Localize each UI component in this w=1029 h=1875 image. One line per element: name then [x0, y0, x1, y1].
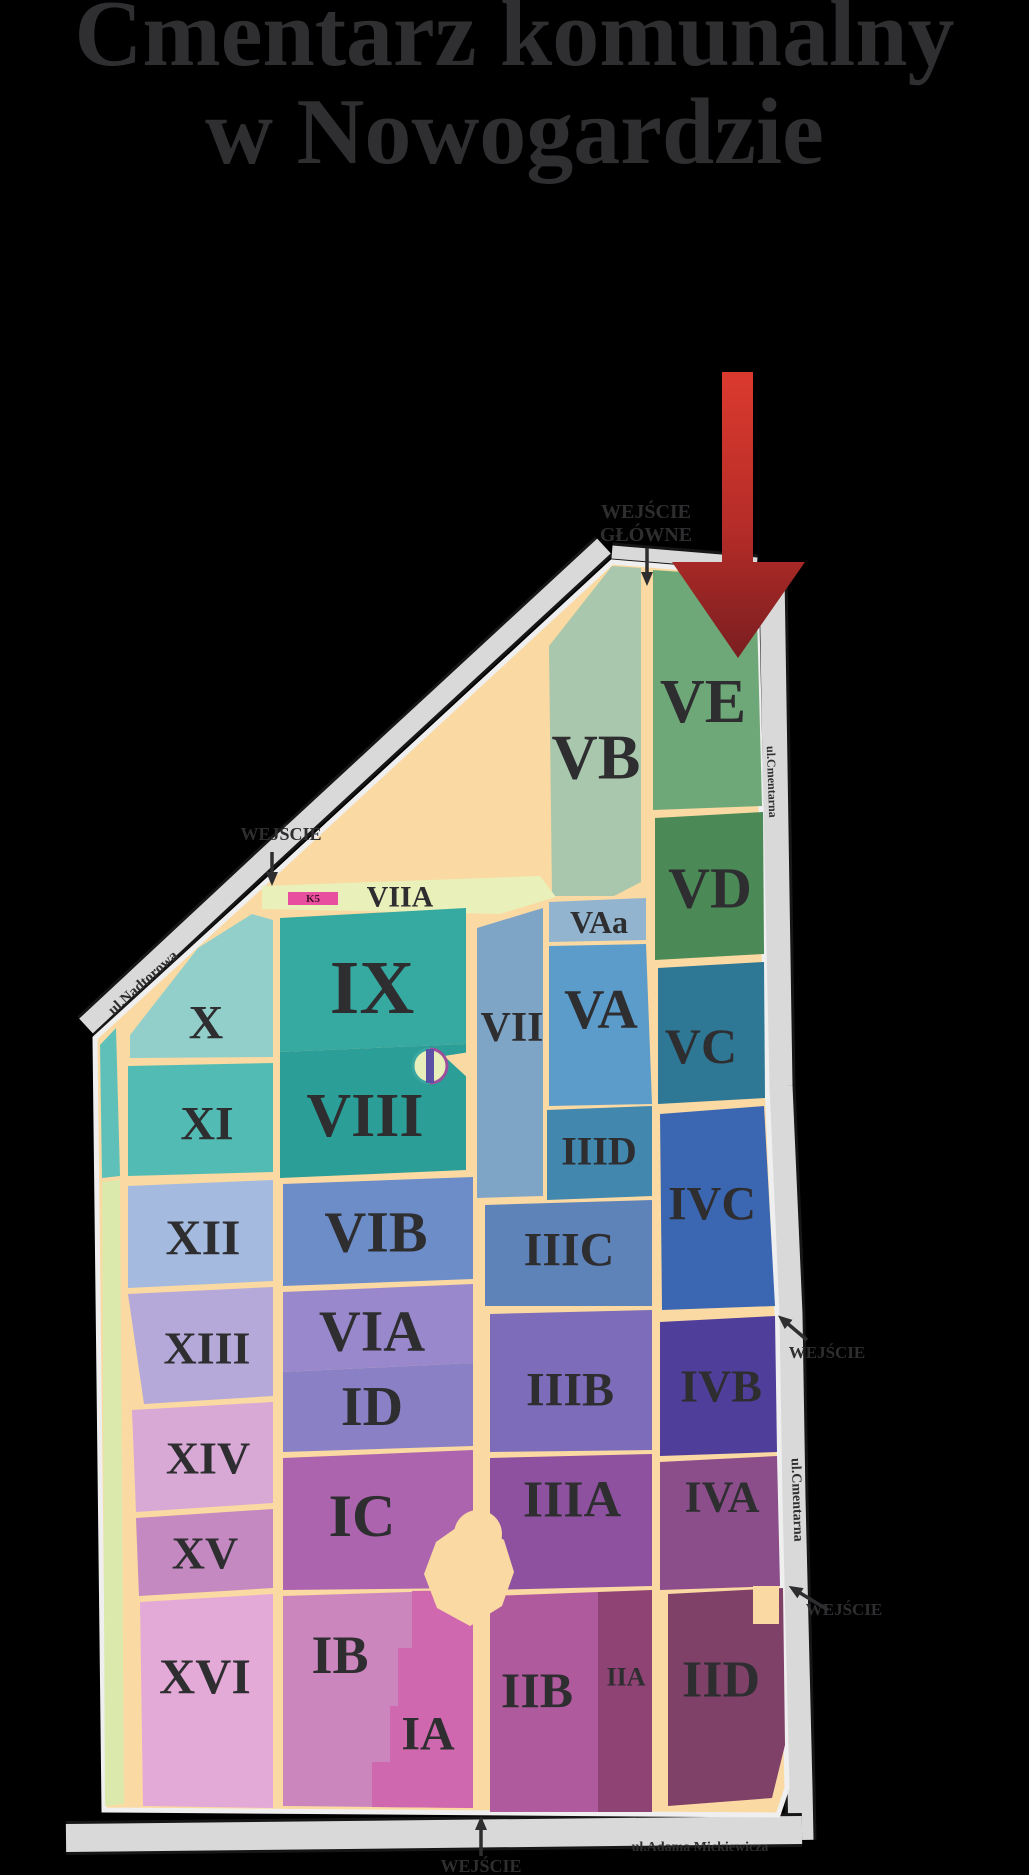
chapel-bar [426, 1049, 434, 1083]
section-label-VAa: VAa [570, 904, 628, 940]
entrance-label-main: WEJŚCIE GŁÓWNE [600, 499, 692, 546]
section-IIIC [485, 1200, 652, 1306]
section-IVA [660, 1456, 780, 1590]
street-label-1: ul.Cmentarna [764, 746, 780, 818]
section-label-IIIB: IIIB [526, 1364, 614, 1417]
section-IVB [660, 1316, 777, 1456]
section-XIII [128, 1287, 273, 1404]
plaza-bump [454, 1510, 502, 1558]
section-IID [668, 1588, 785, 1806]
section-label-IIID: IIID [561, 1129, 637, 1174]
section-label-VIIA: VIIA [367, 881, 434, 914]
section-label-IIIC: IIIC [524, 1224, 615, 1277]
section-IIID [547, 1106, 652, 1200]
section-label-VE: VE [660, 668, 746, 736]
section-label-IA: IA [401, 1708, 455, 1761]
section-IIIA [490, 1454, 652, 1590]
section-label-VIA: VIA [319, 1299, 425, 1364]
k5-label: K5 [306, 893, 321, 905]
entrance-label-west: WEJŚCIE [240, 823, 321, 844]
section-VA [549, 944, 652, 1106]
entrance-arrow-east-2 [788, 1585, 829, 1612]
section-VD [655, 812, 764, 960]
section-XV [136, 1509, 273, 1596]
road-0 [79, 538, 611, 1034]
street-label-2: ul.Cmentarna [788, 1458, 806, 1542]
section-VAa [549, 898, 646, 942]
strip-left-yellow [102, 1180, 124, 1806]
section-label-VII: VII [480, 1005, 543, 1051]
section-XI [128, 1063, 273, 1176]
entrance-arrow-east-1 [777, 1315, 809, 1342]
section-label-IVB: IVB [680, 1361, 762, 1412]
chapel-ring-right [429, 1047, 449, 1085]
section-label-VC: VC [665, 1018, 737, 1074]
section-IC [283, 1450, 473, 1590]
section-label-IID: IID [682, 1652, 760, 1709]
section-IA [372, 1590, 473, 1808]
section-IX [280, 908, 466, 1052]
road-2 [759, 573, 814, 1841]
section-IIB [490, 1592, 598, 1812]
title-line2: w Nowogardzie [205, 79, 824, 184]
section-XII [128, 1180, 273, 1288]
entrance-label-east-1: WEJŚCIE [789, 1343, 866, 1362]
section-IIIB [490, 1310, 652, 1452]
section-label-IVA: IVA [684, 1473, 759, 1522]
section-label-VIB: VIB [324, 1200, 427, 1265]
section-label-XI: XI [180, 1098, 233, 1151]
section-label-ID: ID [341, 1376, 403, 1438]
section-VB [549, 566, 641, 896]
section-label-VB: VB [552, 722, 641, 793]
section-VIA [283, 1284, 473, 1372]
section-label-XII: XII [165, 1209, 240, 1265]
title-line1: Cmentarz komunalny [74, 0, 955, 86]
section-IVC [660, 1106, 775, 1310]
section-label-IX: IX [330, 946, 414, 1030]
entrance-label-south: WEJŚCIE [440, 1855, 521, 1875]
section-label-XIV: XIV [166, 1433, 250, 1484]
section-IIA [598, 1590, 652, 1812]
k5-marker [288, 892, 338, 905]
section-VC [658, 962, 765, 1104]
section-label-IC: IC [329, 1483, 396, 1549]
section-ID [283, 1363, 473, 1452]
section-VIB [283, 1177, 473, 1286]
main-entrance-red-arrow [672, 372, 805, 658]
section-label-VD: VD [668, 856, 752, 921]
gate-notch [753, 1586, 779, 1624]
section-label-VA: VA [564, 979, 638, 1041]
section-label-IIB: IIB [501, 1662, 573, 1718]
section-label-X: X [189, 997, 224, 1050]
section-VII [477, 908, 543, 1198]
section-label-IIA: IIA [606, 1663, 645, 1692]
section-label-IVC: IVC [668, 1178, 756, 1231]
page-title: Cmentarz komunalny w Nowogardzie [0, 0, 1029, 182]
section-label-VIII: VIII [306, 1082, 423, 1150]
entrance-label-east-2: WEJŚCIE [806, 1600, 883, 1619]
section-XVI [140, 1594, 273, 1808]
section-label-XV: XV [172, 1528, 238, 1579]
strip-left-teal [100, 1028, 120, 1178]
section-label-IB: IB [311, 1625, 368, 1685]
chapel-path [444, 1052, 470, 1080]
section-label-XVI: XVI [159, 1648, 251, 1704]
chapel-ring-left [411, 1047, 431, 1085]
section-XIV [132, 1402, 273, 1512]
section-label-XIII: XIII [164, 1323, 251, 1374]
street-label-3: ul.Adama Mickiewicza [632, 1840, 769, 1855]
section-X [130, 914, 273, 1058]
road-3 [65, 1816, 803, 1852]
section-label-IIIA: IIIA [523, 1472, 622, 1529]
